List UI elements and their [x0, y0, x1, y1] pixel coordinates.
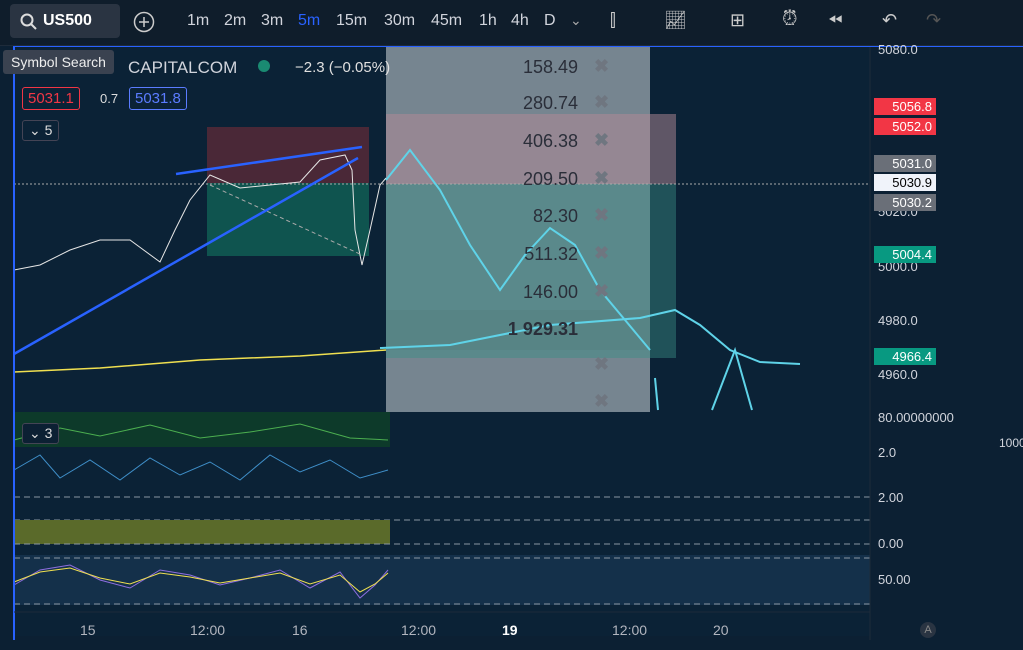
remove-icon[interactable]: ✖	[594, 354, 610, 374]
indicators-button[interactable]: 📈︎	[664, 10, 687, 30]
add-symbol-button[interactable]	[133, 11, 155, 33]
interval-button[interactable]: 30m	[384, 12, 416, 29]
interval-button[interactable]: 45m	[431, 12, 463, 29]
price-label: 5030.9	[874, 174, 936, 191]
price-label: 4966.4	[874, 348, 936, 365]
overlay-value: 280.74	[522, 93, 578, 113]
interval-button[interactable]: 1h	[479, 12, 497, 29]
price-label: 5030.2	[874, 194, 936, 211]
symbol: US500	[43, 12, 92, 29]
remove-icon[interactable]: ✖	[594, 391, 610, 411]
redo-button[interactable]: ↷	[926, 10, 942, 30]
remove-icon[interactable]: ✖	[594, 130, 610, 150]
data-source: CAPITALCOM	[128, 58, 238, 77]
price-label: 50.00	[878, 572, 911, 587]
search-icon	[20, 13, 37, 30]
price-change: −2.3 (−0.05%)	[295, 59, 391, 76]
remove-icon[interactable]: ✖	[594, 56, 610, 76]
remove-icon[interactable]: ✖	[594, 243, 610, 263]
interval-button[interactable]: 2m	[224, 12, 247, 29]
overlay-value: 146.00	[522, 282, 578, 302]
auto-scale-button[interactable]: A	[920, 622, 936, 638]
overlay-value: 158.49	[522, 57, 578, 77]
time-label: 12:00	[612, 622, 648, 638]
price-label: 5031.0	[874, 155, 936, 172]
price-label: 5052.0	[874, 118, 936, 135]
bid-price[interactable]: 5031.1	[22, 87, 80, 110]
price-label: 4980.0	[878, 313, 918, 328]
price-label: 5004.4	[874, 246, 936, 263]
chart-type-button[interactable]: ⫿	[610, 10, 616, 30]
interval-button[interactable]: 1m	[187, 12, 210, 29]
indicators-count: 5	[44, 122, 53, 138]
time-label: 20	[713, 622, 729, 638]
price-label: 5056.8	[874, 98, 936, 115]
price-label: 0.00	[878, 536, 904, 551]
spread: 0.7	[100, 91, 119, 106]
market-status	[258, 60, 270, 72]
tooltip: Symbol Search	[3, 50, 114, 74]
interval-dropdown[interactable]: ⌄	[570, 12, 582, 28]
ask-price[interactable]: 5031.8	[129, 87, 187, 110]
layout-button[interactable]: ⊞	[730, 10, 746, 30]
toolbar: US500 1m 2m 3m 5m 15m 30m 45m 1h 4h D ⌄ ⫿ 📈︎ ⊞ ⏰︎…	[0, 0, 1023, 46]
interval-button[interactable]: 15m	[336, 12, 368, 29]
overlay-value: 82.30	[532, 206, 578, 226]
interval-button[interactable]: 4h	[511, 12, 529, 29]
remove-icon[interactable]: ✖	[594, 168, 610, 188]
indicators-toggle[interactable]: ⌄ 5	[22, 120, 60, 141]
time-label: 15	[80, 622, 96, 638]
price-label: 4960.0	[878, 367, 918, 382]
price-label: 2.00	[878, 490, 904, 505]
pane-toggle[interactable]: ⌄ 3	[22, 423, 60, 444]
time-label: 12:00	[401, 622, 437, 638]
alert-button[interactable]: ⏰︎	[782, 8, 798, 30]
overlay-value: 209.50	[522, 169, 578, 189]
interval-button[interactable]: D	[544, 12, 556, 29]
time-label: 12:00	[190, 622, 226, 638]
symbol-search-button[interactable]: US500	[10, 4, 120, 38]
pane-counter: 3	[44, 425, 53, 441]
time-label: 16	[292, 622, 308, 638]
interval-button[interactable]: 3m	[261, 12, 284, 29]
time-label: 19	[502, 622, 518, 638]
replay-button[interactable]: ⏪︎	[828, 10, 843, 30]
remove-icon[interactable]: ✖	[594, 281, 610, 301]
undo-button[interactable]: ↶	[882, 10, 898, 30]
overlay-value: 1 929.31	[507, 319, 578, 339]
price-label: 5080.0	[878, 42, 918, 57]
interval-button[interactable]: 5m	[298, 12, 321, 29]
remove-icon[interactable]: ✖	[594, 92, 610, 112]
price-label: 1000	[999, 436, 1023, 450]
overlay-value: 406.38	[522, 131, 578, 151]
price-label: 2.0	[878, 445, 897, 460]
overlay-value: 511.32	[524, 244, 578, 264]
remove-icon[interactable]: ✖	[594, 205, 610, 225]
price-label: 80.00000000	[878, 410, 954, 425]
